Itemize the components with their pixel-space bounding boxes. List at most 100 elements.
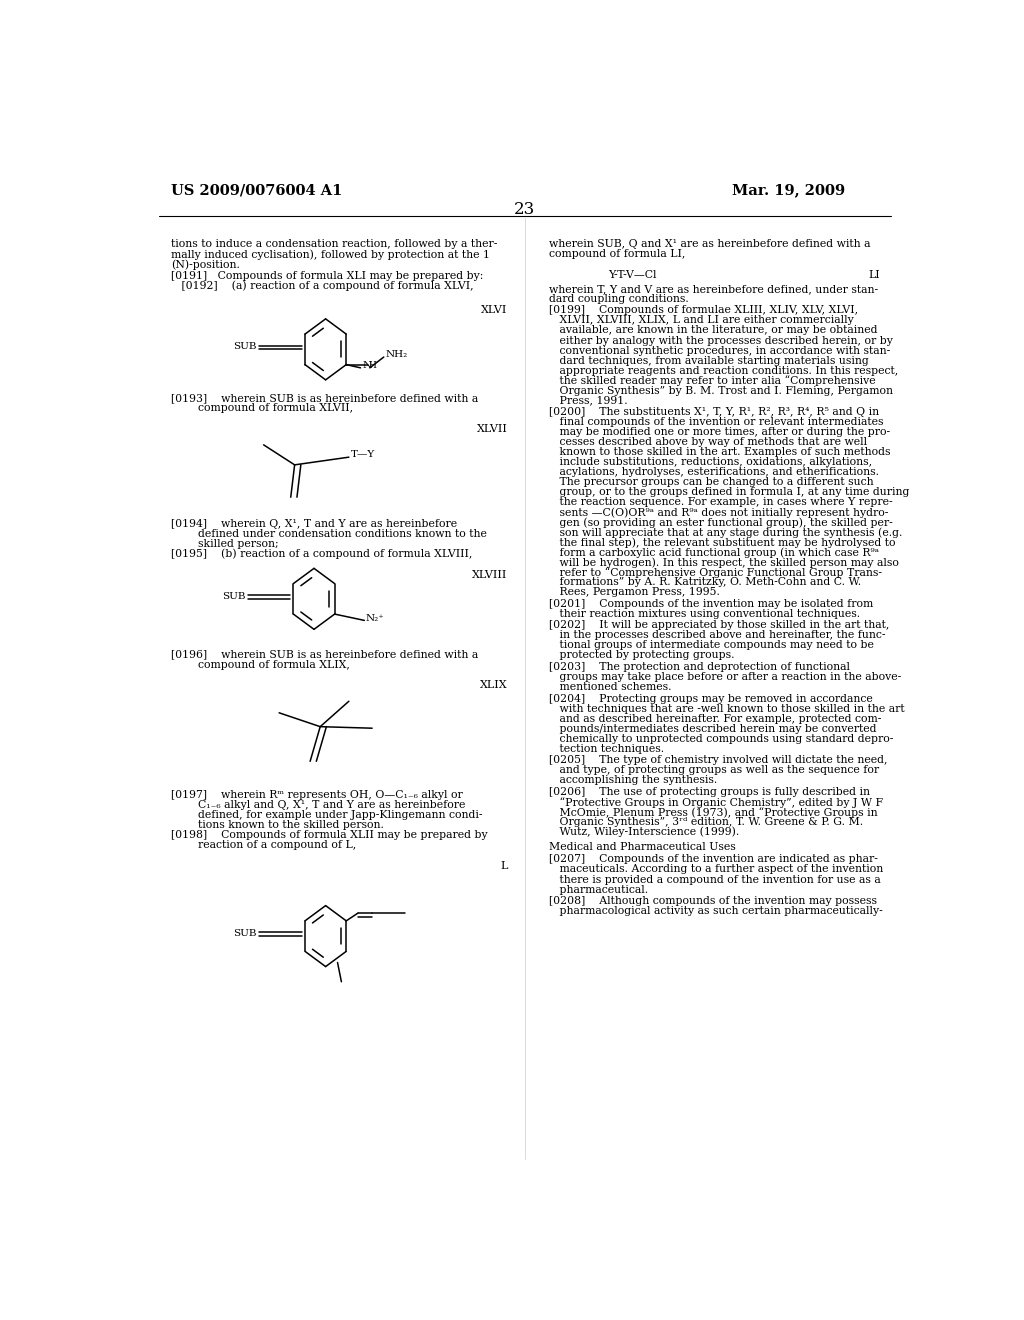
Text: son will appreciate that at any stage during the synthesis (e.g.: son will appreciate that at any stage du…: [549, 527, 902, 537]
Text: 23: 23: [514, 201, 536, 218]
Text: N₂⁺: N₂⁺: [366, 614, 385, 623]
Text: wherein SUB, Q and X¹ are as hereinbefore defined with a: wherein SUB, Q and X¹ are as hereinbefor…: [549, 239, 870, 249]
Text: Wutz, Wiley-Interscience (1999).: Wutz, Wiley-Interscience (1999).: [549, 826, 739, 837]
Text: either by analogy with the processes described herein, or by: either by analogy with the processes des…: [549, 335, 893, 346]
Text: Y-T-V—Cl: Y-T-V—Cl: [608, 271, 657, 280]
Text: compound of formula XLVII,: compound of formula XLVII,: [198, 404, 353, 413]
Text: Rees, Pergamon Press, 1995.: Rees, Pergamon Press, 1995.: [549, 587, 720, 597]
Text: form a carboxylic acid functional group (in which case R⁹ᵃ: form a carboxylic acid functional group …: [549, 548, 879, 558]
Text: L: L: [501, 861, 508, 871]
Text: C₁₋₆ alkyl and Q, X¹, T and Y are as hereinbefore: C₁₋₆ alkyl and Q, X¹, T and Y are as her…: [198, 800, 465, 809]
Text: SUB: SUB: [233, 929, 257, 939]
Text: [0198]    Compounds of formula XLII may be prepared by: [0198] Compounds of formula XLII may be …: [171, 830, 487, 840]
Text: will be hydrogen). In this respect, the skilled person may also: will be hydrogen). In this respect, the …: [549, 557, 899, 568]
Text: final compounds of the invention or relevant intermediates: final compounds of the invention or rele…: [549, 417, 884, 428]
Text: skilled person;: skilled person;: [198, 539, 279, 549]
Text: sents —C(O)OR⁹ᵃ and R⁹ᵃ does not initially represent hydro-: sents —C(O)OR⁹ᵃ and R⁹ᵃ does not initial…: [549, 507, 888, 517]
Text: McOmie, Plenum Press (1973), and “Protective Groups in: McOmie, Plenum Press (1973), and “Protec…: [549, 807, 878, 817]
Text: protected by protecting groups.: protected by protecting groups.: [549, 651, 734, 660]
Text: [0204]    Protecting groups may be removed in accordance: [0204] Protecting groups may be removed …: [549, 693, 872, 704]
Text: and as described hereinafter. For example, protected com-: and as described hereinafter. For exampl…: [549, 714, 882, 723]
Text: [0193]    wherein SUB is as hereinbefore defined with a: [0193] wherein SUB is as hereinbefore de…: [171, 393, 478, 403]
Text: Mar. 19, 2009: Mar. 19, 2009: [732, 183, 846, 197]
Text: formations” by A. R. Katritzky, O. Meth-Cohn and C. W.: formations” by A. R. Katritzky, O. Meth-…: [549, 577, 861, 587]
Text: [0207]    Compounds of the invention are indicated as phar-: [0207] Compounds of the invention are in…: [549, 854, 878, 865]
Text: SUB: SUB: [233, 342, 257, 351]
Text: [0191]   Compounds of formula XLI may be prepared by:: [0191] Compounds of formula XLI may be p…: [171, 271, 483, 281]
Text: the skilled reader may refer to inter alia “Comprehensive: the skilled reader may refer to inter al…: [549, 376, 876, 387]
Text: and type, of protecting groups as well as the sequence for: and type, of protecting groups as well a…: [549, 766, 879, 775]
Text: group, or to the groups defined in formula I, at any time during: group, or to the groups defined in formu…: [549, 487, 909, 498]
Text: cesses described above by way of methods that are well: cesses described above by way of methods…: [549, 437, 867, 447]
Text: Organic Synthesis” by B. M. Trost and I. Fleming, Pergamon: Organic Synthesis” by B. M. Trost and I.…: [549, 385, 893, 396]
Text: appropriate reagents and reaction conditions. In this respect,: appropriate reagents and reaction condit…: [549, 366, 898, 375]
Text: LI: LI: [868, 271, 880, 280]
Text: [0206]    The use of protecting groups is fully described in: [0206] The use of protecting groups is f…: [549, 787, 869, 797]
Text: US 2009/0076004 A1: US 2009/0076004 A1: [171, 183, 342, 197]
Text: available, are known in the literature, or may be obtained: available, are known in the literature, …: [549, 326, 878, 335]
Text: [0195]    (b) reaction of a compound of formula XLVIII,: [0195] (b) reaction of a compound of for…: [171, 549, 472, 560]
Text: Organic Synthesis”, 3ʳᵈ edition, T. W. Greene & P. G. M.: Organic Synthesis”, 3ʳᵈ edition, T. W. G…: [549, 817, 863, 826]
Text: groups may take place before or after a reaction in the above-: groups may take place before or after a …: [549, 672, 901, 682]
Text: H: H: [369, 362, 376, 370]
Text: XLVII, XLVIII, XLIX, L and LI are either commercially: XLVII, XLVIII, XLIX, L and LI are either…: [549, 315, 854, 326]
Text: [0192]    (a) reaction of a compound of formula XLVI,: [0192] (a) reaction of a compound of for…: [171, 281, 473, 292]
Text: XLVI: XLVI: [481, 305, 508, 314]
Text: accomplishing the synthesis.: accomplishing the synthesis.: [549, 775, 717, 785]
Text: gen (so providing an ester functional group), the skilled per-: gen (so providing an ester functional gr…: [549, 517, 893, 528]
Text: N: N: [362, 362, 371, 370]
Text: may be modified one or more times, after or during the pro-: may be modified one or more times, after…: [549, 428, 890, 437]
Text: [0203]    The protection and deprotection of functional: [0203] The protection and deprotection o…: [549, 663, 850, 672]
Text: tional groups of intermediate compounds may need to be: tional groups of intermediate compounds …: [549, 640, 873, 651]
Text: tection techniques.: tection techniques.: [549, 743, 664, 754]
Text: [0194]    wherein Q, X¹, T and Y are as hereinbefore: [0194] wherein Q, X¹, T and Y are as her…: [171, 519, 457, 529]
Text: compound of formula XLIX,: compound of formula XLIX,: [198, 660, 349, 669]
Text: tions known to the skilled person.: tions known to the skilled person.: [198, 820, 384, 830]
Text: acylations, hydrolyses, esterifications, and etherifications.: acylations, hydrolyses, esterifications,…: [549, 467, 879, 477]
Text: wherein T, Y and V are as hereinbefore defined, under stan-: wherein T, Y and V are as hereinbefore d…: [549, 284, 878, 294]
Text: Medical and Pharmaceutical Uses: Medical and Pharmaceutical Uses: [549, 842, 735, 853]
Text: defined, for example under Japp-Klingemann condi-: defined, for example under Japp-Klingema…: [198, 810, 482, 820]
Text: Press, 1991.: Press, 1991.: [549, 396, 628, 405]
Text: mally induced cyclisation), followed by protection at the 1: mally induced cyclisation), followed by …: [171, 249, 489, 260]
Text: pharmacological activity as such certain pharmaceutically-: pharmacological activity as such certain…: [549, 906, 883, 916]
Text: [0197]    wherein Rᵐ represents OH, O—C₁₋₆ alkyl or: [0197] wherein Rᵐ represents OH, O—C₁₋₆ …: [171, 789, 463, 800]
Text: chemically to unprotected compounds using standard depro-: chemically to unprotected compounds usin…: [549, 734, 893, 743]
Text: NH₂: NH₂: [385, 350, 408, 359]
Text: defined under condensation conditions known to the: defined under condensation conditions kn…: [198, 529, 486, 539]
Text: the reaction sequence. For example, in cases where Y repre-: the reaction sequence. For example, in c…: [549, 498, 893, 507]
Text: dard coupling conditions.: dard coupling conditions.: [549, 294, 688, 304]
Text: conventional synthetic procedures, in accordance with stan-: conventional synthetic procedures, in ac…: [549, 346, 890, 355]
Text: their reaction mixtures using conventional techniques.: their reaction mixtures using convention…: [549, 609, 860, 619]
Text: pounds/intermediates described herein may be converted: pounds/intermediates described herein ma…: [549, 723, 877, 734]
Text: T—Y: T—Y: [351, 450, 376, 459]
Text: dard techniques, from available starting materials using: dard techniques, from available starting…: [549, 355, 868, 366]
Text: XLVIII: XLVIII: [472, 570, 508, 581]
Text: [0199]    Compounds of formulae XLIII, XLIV, XLV, XLVI,: [0199] Compounds of formulae XLIII, XLIV…: [549, 305, 858, 315]
Text: [0202]    It will be appreciated by those skilled in the art that,: [0202] It will be appreciated by those s…: [549, 620, 889, 631]
Text: SUB: SUB: [222, 593, 245, 601]
Text: the final step), the relevant substituent may be hydrolysed to: the final step), the relevant substituen…: [549, 537, 895, 548]
Text: tions to induce a condensation reaction, followed by a ther-: tions to induce a condensation reaction,…: [171, 239, 497, 249]
Text: pharmaceutical.: pharmaceutical.: [549, 884, 648, 895]
Text: reaction of a compound of L,: reaction of a compound of L,: [198, 840, 356, 850]
Text: [0200]    The substituents X¹, T, Y, R¹, R², R³, R⁴, R⁵ and Q in: [0200] The substituents X¹, T, Y, R¹, R²…: [549, 407, 879, 417]
Text: known to those skilled in the art. Examples of such methods: known to those skilled in the art. Examp…: [549, 447, 890, 457]
Text: compound of formula LI,: compound of formula LI,: [549, 249, 685, 259]
Text: refer to “Comprehensive Organic Functional Group Trans-: refer to “Comprehensive Organic Function…: [549, 568, 882, 578]
Text: there is provided a compound of the invention for use as a: there is provided a compound of the inve…: [549, 875, 881, 884]
Text: maceuticals. According to a further aspect of the invention: maceuticals. According to a further aspe…: [549, 865, 883, 874]
Text: [0208]    Although compounds of the invention may possess: [0208] Although compounds of the inventi…: [549, 896, 877, 906]
Text: “Protective Groups in Organic Chemistry”, edited by J W F: “Protective Groups in Organic Chemistry”…: [549, 797, 883, 808]
Text: The precursor groups can be changed to a different such: The precursor groups can be changed to a…: [549, 478, 873, 487]
Text: XLVII: XLVII: [477, 424, 508, 434]
Text: [0201]    Compounds of the invention may be isolated from: [0201] Compounds of the invention may be…: [549, 599, 873, 609]
Text: in the processes described above and hereinafter, the func-: in the processes described above and her…: [549, 631, 886, 640]
Text: with techniques that are -well known to those skilled in the art: with techniques that are -well known to …: [549, 704, 904, 714]
Text: include substitutions, reductions, oxidations, alkylations,: include substitutions, reductions, oxida…: [549, 457, 872, 467]
Text: (N)-position.: (N)-position.: [171, 259, 240, 269]
Text: [0205]    The type of chemistry involved will dictate the need,: [0205] The type of chemistry involved wi…: [549, 755, 888, 766]
Text: XLIX: XLIX: [480, 681, 508, 690]
Text: [0196]    wherein SUB is as hereinbefore defined with a: [0196] wherein SUB is as hereinbefore de…: [171, 649, 478, 660]
Text: mentioned schemes.: mentioned schemes.: [549, 682, 672, 692]
